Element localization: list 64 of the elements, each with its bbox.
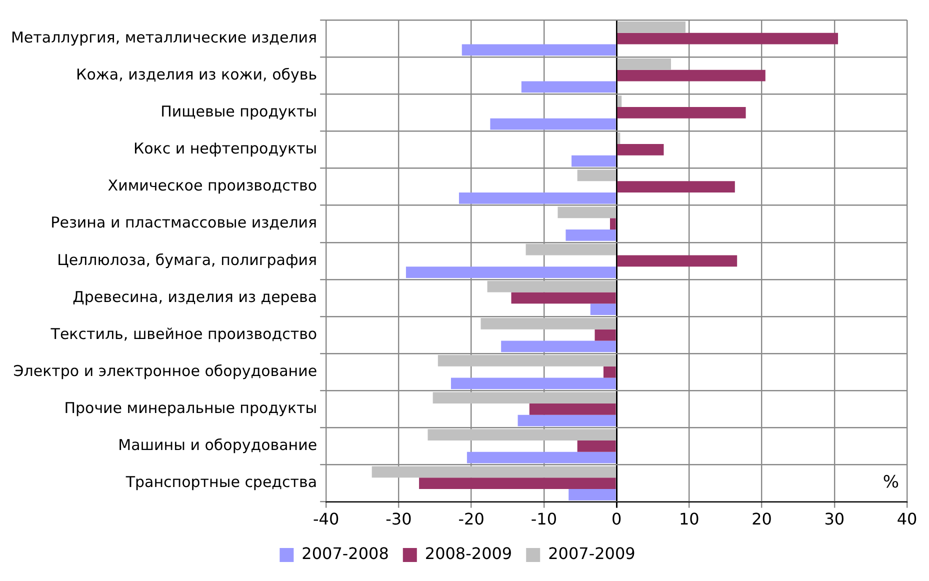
y-tick-label: Электро и электронное оборудование: [13, 362, 318, 380]
bar: [603, 366, 616, 378]
y-tick-label: Кокс и нефтепродукты: [133, 140, 318, 158]
y-tick-label: Резина и пластмассовые изделия: [50, 214, 318, 232]
legend-label: 2007-2008: [302, 544, 389, 564]
bar: [487, 280, 616, 292]
bar: [480, 318, 616, 330]
x-tick-label: -10: [530, 510, 557, 529]
bar: [617, 70, 766, 82]
y-tick-label: Металлургия, металлические изделия: [10, 28, 318, 46]
bar: [518, 414, 616, 426]
bar: [577, 440, 616, 452]
y-tick-label: Транспортные средства: [124, 473, 318, 492]
legend-label: 2007-2009: [548, 544, 636, 564]
bar: [462, 44, 616, 56]
bar: [501, 340, 616, 352]
y-tick-label: Машины и оборудование: [118, 436, 318, 454]
bar: [617, 96, 622, 107]
y-tick-label: Кожа, изделия из кожи, обувь: [76, 65, 318, 84]
bar: [432, 392, 616, 404]
bar: [610, 218, 616, 230]
annotation: %: [882, 472, 899, 493]
x-tick-label: 20: [752, 510, 772, 529]
x-tick-label: 10: [678, 510, 700, 529]
bar: [521, 81, 616, 93]
bar: [568, 488, 616, 500]
bar: [617, 58, 672, 70]
bar: [438, 355, 616, 366]
x-tick-label: -20: [458, 510, 484, 529]
bar: [428, 429, 616, 441]
bar: [558, 206, 616, 218]
bar: [372, 466, 616, 478]
bar: [594, 329, 616, 341]
bar: [617, 21, 686, 33]
bar: [466, 452, 616, 464]
x-tick-label: -40: [313, 510, 340, 529]
bar: [617, 106, 746, 118]
x-tick-label: 30: [824, 510, 845, 529]
x-tick-label: 40: [896, 510, 918, 529]
bar: [617, 144, 664, 156]
bar: [526, 244, 616, 256]
x-tick-label: -30: [386, 510, 412, 529]
y-tick-label: Химическое производство: [108, 176, 318, 195]
bar: [529, 403, 616, 415]
bar: [511, 292, 616, 304]
bar: [490, 118, 616, 130]
y-tick-label: Прочие минеральные продукты: [64, 399, 318, 418]
bar: [450, 378, 616, 390]
bar: [566, 230, 616, 241]
x-tick-label: 0: [611, 510, 622, 529]
y-tick-label: Пищевые продукты: [160, 102, 318, 121]
bar: [577, 170, 616, 182]
bar: [406, 266, 616, 278]
y-tick-label: Текстиль, швейное производство: [50, 324, 318, 343]
y-tick-label: Целлюлоза, бумага, полиграфия: [57, 250, 318, 269]
bar: [590, 304, 616, 316]
bar: [419, 478, 616, 489]
bar: [617, 32, 838, 44]
bar: [617, 181, 735, 192]
bar: [458, 192, 616, 204]
y-tick-label: Древесина, изделия из дерева: [72, 288, 318, 306]
bar: [572, 155, 616, 167]
legend-label: 2008-2009: [424, 544, 512, 564]
bar: [617, 255, 738, 267]
